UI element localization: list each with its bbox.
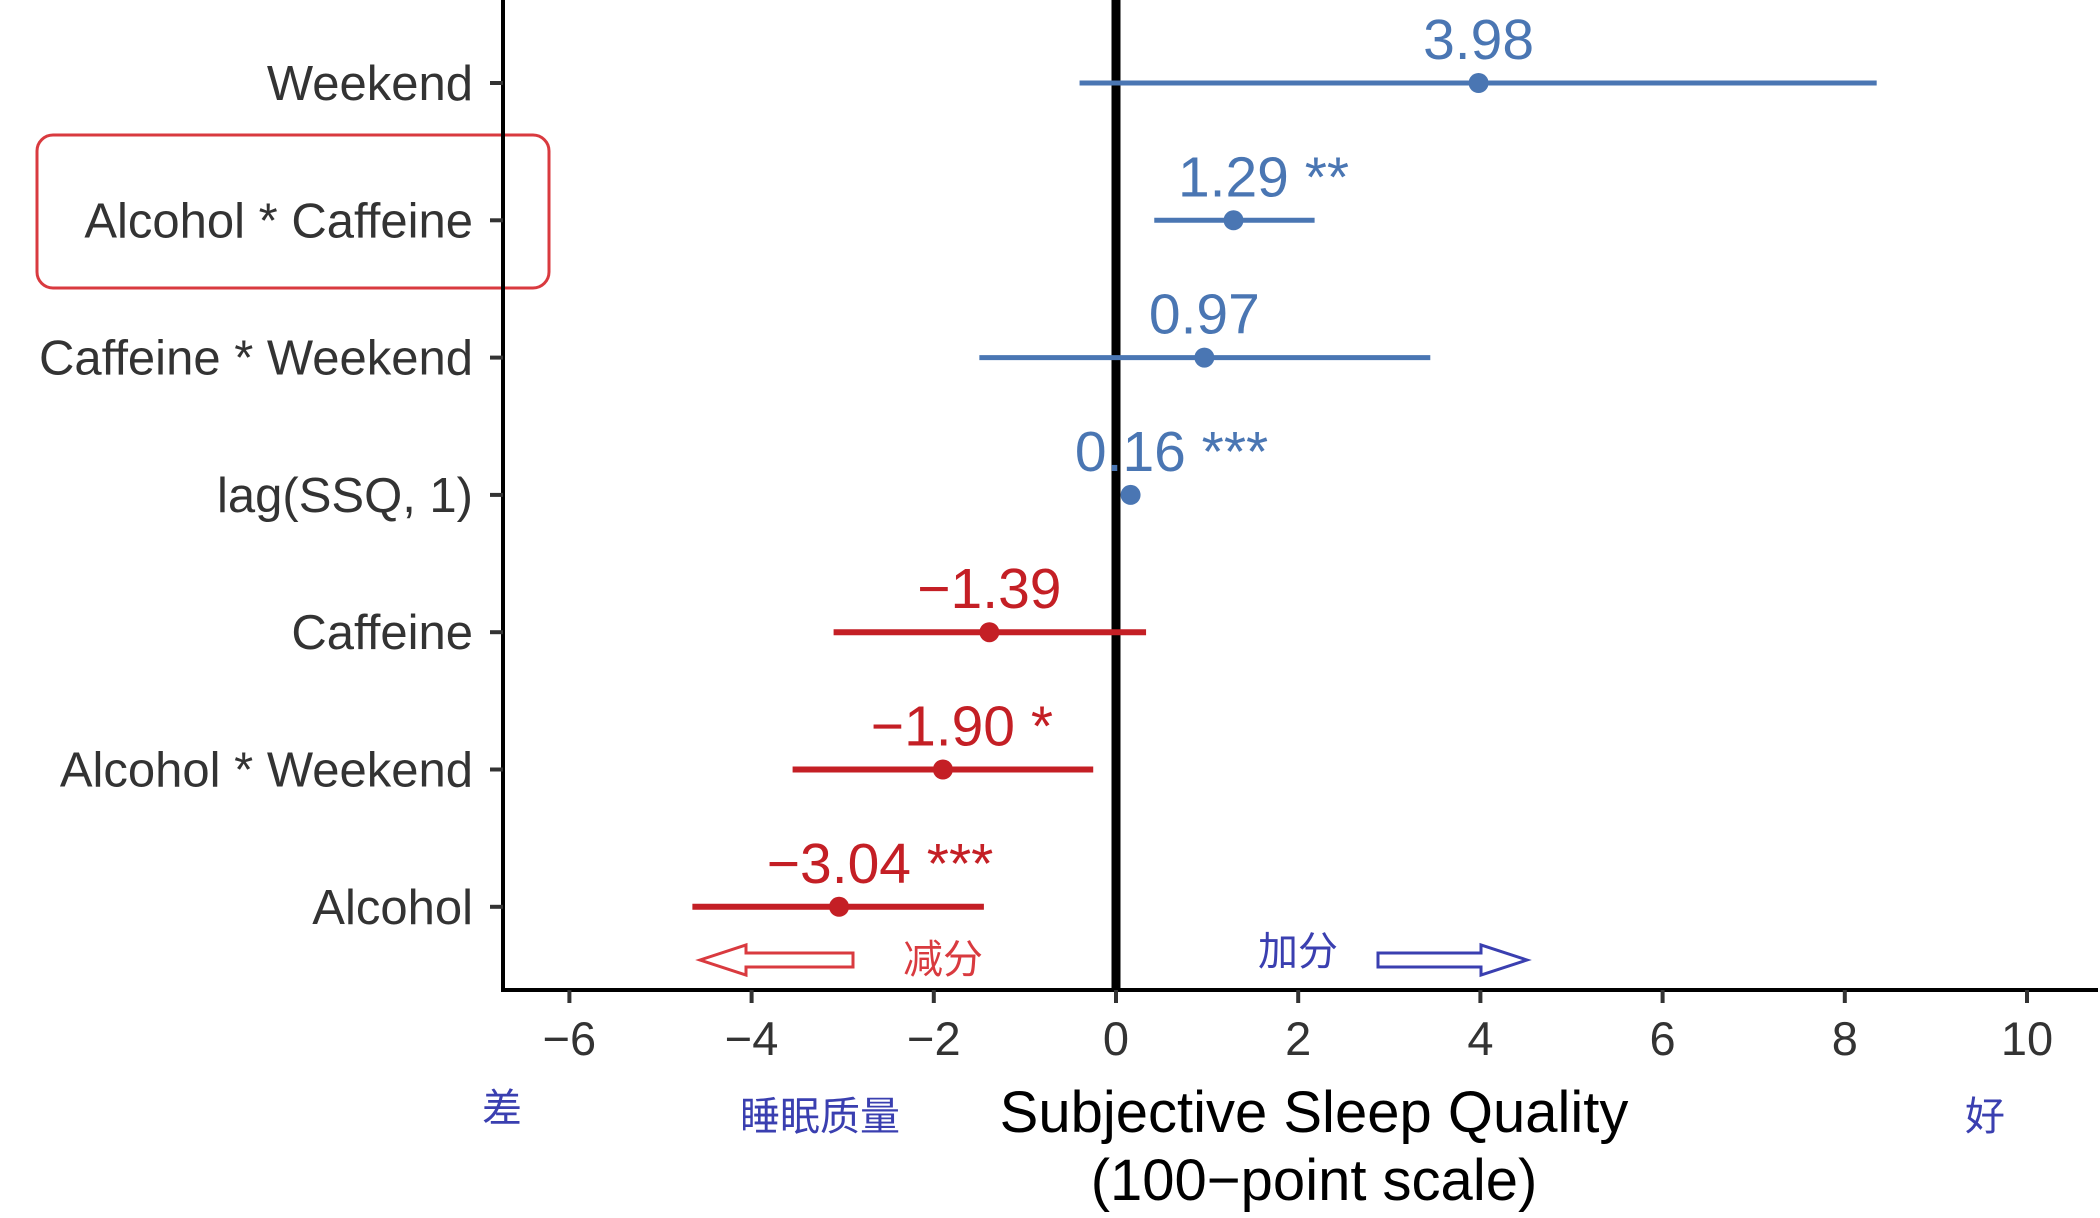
term-row-alcohol: Alcohol −3.04 ***: [312, 832, 993, 935]
estimate-point: [1468, 73, 1489, 93]
estimate-label: 0.16 ***: [1075, 420, 1268, 484]
estimate-label: −3.04 ***: [767, 832, 994, 896]
annotation-sleep-quality: 睡眠质量: [740, 1094, 900, 1140]
x-tick-label: 0: [1103, 1012, 1129, 1065]
x-tick-label: −6: [543, 1012, 597, 1065]
estimate-point: [1194, 347, 1215, 368]
estimate-label: −1.39: [917, 557, 1061, 621]
term-row-alcohol-weekend: Alcohol * Weekend −1.90 *: [60, 695, 1094, 798]
estimate-point: [1120, 484, 1141, 505]
estimate-point: [932, 759, 953, 780]
highlight-box: [35, 133, 551, 290]
term-row-caffeine: Caffeine −1.39: [291, 557, 1147, 660]
annotation-increase: 加分: [1258, 929, 1338, 975]
x-tick-label: 4: [1467, 1012, 1493, 1065]
y-tick-label: Caffeine * Weekend: [39, 332, 473, 386]
term-row-weekend: Weekend 3.98: [267, 8, 1877, 111]
estimate-label: 1.29 **: [1178, 145, 1349, 209]
annotation-better: 好: [1965, 1094, 2005, 1140]
term-row-caffeine-weekend: Caffeine * Weekend 0.97: [39, 283, 1431, 386]
arrow-left-icon: [695, 942, 855, 978]
y-tick-label: lag(SSQ, 1): [217, 469, 473, 523]
arrow-right-icon: [1376, 942, 1532, 978]
annotation-decrease: 减分: [903, 937, 983, 983]
y-tick-label: Alcohol * Weekend: [60, 744, 473, 798]
x-tick-label: 8: [1832, 1012, 1858, 1065]
estimate-label: 0.97: [1149, 283, 1260, 347]
y-tick-label: Caffeine: [291, 606, 473, 660]
y-tick-label: Weekend: [267, 57, 473, 111]
x-tick-label: 6: [1650, 1012, 1676, 1065]
estimate-label: 3.98: [1423, 8, 1534, 72]
y-tick-label: Alcohol * Caffeine: [84, 194, 473, 248]
x-axis-title-line1: Subjective Sleep Quality: [1000, 1080, 1629, 1145]
x-tick-label: −4: [725, 1012, 779, 1065]
x-tick-label: 2: [1285, 1012, 1311, 1065]
x-tick-label: 10: [2001, 1012, 2053, 1065]
y-tick-label: Alcohol: [312, 881, 473, 935]
term-row-alcohol-caffeine: Alcohol * Caffeine 1.29 **: [84, 145, 1349, 248]
annotation-worse: 差: [482, 1086, 522, 1132]
estimate-point: [1223, 210, 1244, 231]
term-row-lag-ssq-1: lag(SSQ, 1) 0.16 ***: [217, 420, 1268, 523]
estimate-label: −1.90 *: [871, 695, 1053, 759]
x-tick-label: −2: [907, 1012, 961, 1065]
estimate-point: [979, 622, 1000, 643]
x-axis-title-line2: (100−point scale): [1091, 1148, 1538, 1213]
estimate-point: [829, 896, 850, 917]
